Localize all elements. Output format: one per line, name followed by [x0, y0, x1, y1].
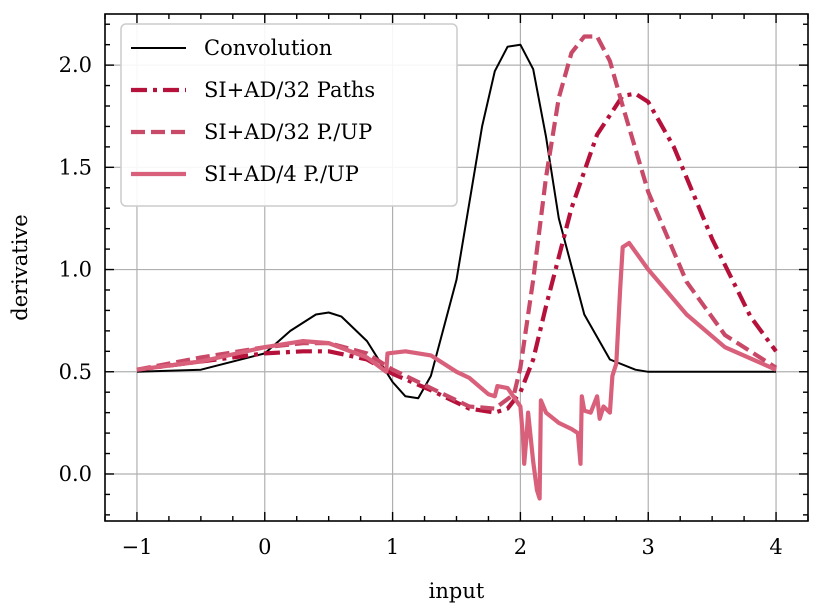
x-tick-label: 1 — [386, 535, 399, 559]
x-tick-label: 3 — [642, 535, 655, 559]
series-si-ad-32-paths — [136, 91, 778, 415]
legend-label: Convolution — [204, 36, 332, 60]
x-tick-label: 4 — [769, 535, 782, 559]
y-tick-label: 0.0 — [59, 462, 92, 486]
ticks — [104, 14, 809, 521]
y-axis-label: derivative — [8, 214, 32, 320]
x-axis-label: input — [429, 579, 485, 603]
y-tick-label: 1.0 — [59, 258, 92, 282]
y-tick-label: 0.5 — [59, 360, 92, 384]
legend: Convolution SI+AD/32 Paths SI+AD/32 P./UP S… — [120, 23, 458, 207]
series-si-ad-4-p-up — [136, 240, 777, 501]
y-tick-label: 1.5 — [59, 155, 92, 179]
x-tick-label: 0 — [258, 535, 271, 559]
legend-label: SI+AD/32 P./UP — [204, 120, 372, 144]
x-tick-label: 2 — [514, 535, 527, 559]
series-layer — [136, 34, 778, 501]
legend-box — [120, 23, 458, 207]
legend-label: SI+AD/32 Paths — [204, 78, 375, 102]
legend-label: SI+AD/4 P./UP — [204, 162, 359, 186]
series-convolution — [136, 43, 776, 400]
tick-labels: −1 0 1 2 3 4 0.0 0.5 1.0 1.5 2.0 — [59, 53, 783, 559]
x-tick-label: −1 — [121, 535, 152, 559]
y-tick-label: 2.0 — [59, 53, 92, 77]
